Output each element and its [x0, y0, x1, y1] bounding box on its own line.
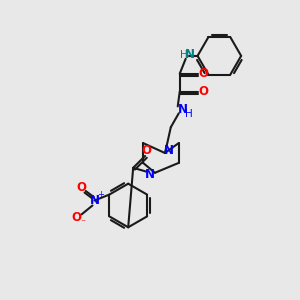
Text: N: N	[184, 48, 195, 62]
Text: ⁻: ⁻	[80, 218, 85, 228]
Text: O: O	[76, 181, 87, 194]
Text: H: H	[185, 109, 193, 119]
Text: N: N	[178, 103, 188, 116]
Text: N: N	[164, 145, 174, 158]
Text: +: +	[97, 190, 104, 199]
Text: H: H	[180, 50, 188, 60]
Text: O: O	[199, 85, 208, 98]
Text: N: N	[89, 194, 100, 207]
Text: O: O	[72, 211, 82, 224]
Text: N: N	[145, 168, 155, 181]
Text: O: O	[141, 143, 151, 157]
Text: O: O	[199, 67, 208, 80]
